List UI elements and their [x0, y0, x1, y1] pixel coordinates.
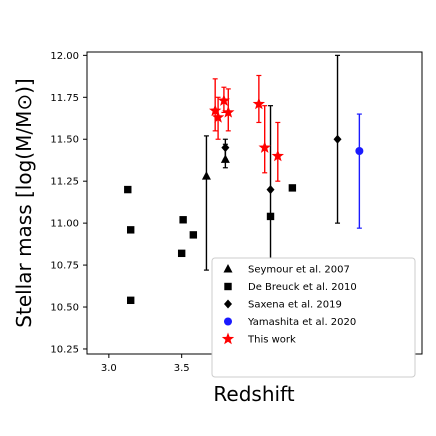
y-tick-label: 11.75	[50, 93, 79, 104]
data-point	[266, 185, 275, 195]
data-point	[258, 141, 271, 153]
legend-marker	[224, 317, 232, 326]
legend-box	[211, 257, 416, 378]
legend-label: Seymour et al. 2007	[248, 265, 350, 276]
y-tick-label: 11.50	[50, 135, 79, 146]
x-axis-label: Redshift	[213, 382, 294, 406]
legend-marker	[221, 332, 235, 345]
data-point	[252, 97, 266, 110]
y-tick-label: 10.75	[50, 261, 79, 272]
data-point	[355, 146, 364, 155]
y-tick-label: 10.50	[50, 303, 79, 314]
legend-label: This work	[247, 335, 296, 346]
y-tick-label: 11.00	[50, 219, 79, 230]
data-point	[208, 104, 222, 116]
data-point	[266, 212, 275, 221]
series-circle	[355, 113, 364, 229]
data-point	[126, 296, 135, 305]
data-point	[201, 171, 211, 180]
legend-label: Yamashita et al. 2020	[247, 317, 356, 328]
data-point	[126, 226, 135, 234]
series-star	[208, 74, 284, 182]
legend-label: Saxena et al. 2019	[248, 300, 342, 311]
data-point	[217, 94, 231, 106]
legend-marker	[224, 299, 232, 309]
x-tick-label: 3.5	[174, 363, 190, 374]
data-point	[271, 149, 284, 162]
data-point	[189, 231, 198, 239]
data-point	[333, 134, 342, 144]
y-tick-label: 11.25	[50, 177, 79, 188]
y-axis-label: Stellar mass [log(M/M⊙)]	[12, 78, 36, 327]
data-point	[222, 105, 235, 118]
data-point	[177, 249, 186, 258]
series-diamond	[221, 54, 342, 224]
x-tick-label: 3.0	[101, 363, 117, 374]
data-series	[124, 54, 364, 305]
y-tick-label: 10.25	[50, 344, 79, 355]
legend-label: De Breuck et al. 2010	[248, 282, 357, 293]
y-tick-label: 12.00	[50, 51, 79, 62]
data-point	[288, 184, 297, 192]
axis-ticks: 3.03.54.04.55.010.2510.5010.7511.0011.25…	[50, 51, 408, 374]
data-point	[179, 216, 187, 224]
legend-marker	[224, 282, 232, 291]
legend-marker	[223, 264, 233, 273]
data-point	[221, 143, 230, 153]
data-point	[211, 110, 225, 123]
data-point	[124, 185, 132, 194]
legend: Seymour et al. 2007 De Breuck et al. 2010…	[211, 257, 416, 378]
